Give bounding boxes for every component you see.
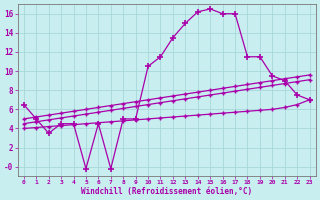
X-axis label: Windchill (Refroidissement éolien,°C): Windchill (Refroidissement éolien,°C) xyxy=(81,187,252,196)
